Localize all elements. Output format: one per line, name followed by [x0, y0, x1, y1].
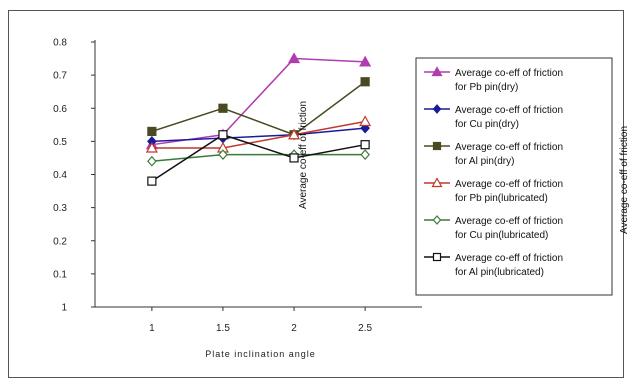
vertical-axis-label: Average co-eff of friction [298, 101, 309, 209]
data-point [147, 176, 157, 186]
y-tick-label: 0.8 [53, 38, 67, 49]
y-tick-label: 0.6 [53, 104, 67, 115]
y-tick-label: 0.2 [53, 236, 67, 247]
series-3 [147, 77, 370, 140]
data-point [359, 115, 372, 127]
legend-swatch-marker [432, 104, 442, 114]
legend-swatch-marker [432, 215, 442, 225]
legend-label: for Al pin(dry) [455, 156, 514, 167]
legend-swatch-marker [432, 141, 442, 151]
x-tick-label: 2.5 [358, 323, 372, 334]
y-tick-label: 0.4 [53, 170, 67, 181]
tick-labels: 1 0.1 0.2 0.3 0.4 0.5 0.6 0.7 0.8 1 1.5 2 2.5 [53, 38, 372, 335]
data-point [360, 149, 370, 161]
y-tick-label: 0.3 [53, 203, 67, 214]
x-axis-title: Plate inclination angle [205, 349, 316, 359]
x-tick-label: 1.5 [216, 323, 230, 334]
legend-label: Average co-eff of friction [455, 179, 563, 190]
legend-swatch-marker [431, 177, 443, 188]
data-point [289, 153, 299, 163]
legend-label: Average co-eff of friction [455, 216, 563, 227]
series-line [151, 81, 366, 136]
series-line [151, 127, 366, 143]
legend-label: Average co-eff of friction [455, 68, 563, 79]
overlay-labels: Average co-eff of friction Average co-eff… [298, 101, 630, 234]
legend-swatch-marker [432, 252, 442, 262]
chart-axes [94, 40, 422, 308]
data-point [288, 128, 301, 140]
vertical-axis-label: Average co-eff of friction [619, 126, 630, 234]
legend-label: for Cu pin(lubricated) [455, 230, 548, 241]
data-point [145, 141, 158, 153]
legend-label: for Pb pin(lubricated) [455, 193, 548, 204]
x-tick-label: 1 [149, 323, 155, 334]
data-point [360, 77, 370, 87]
legend-label: for Al pin(lubricated) [455, 267, 544, 278]
y-tick-label: 1 [61, 303, 67, 314]
x-tick-label: 2 [291, 323, 297, 334]
series-1 [145, 52, 372, 150]
legend-item: Average co-eff of friction for Al pin(dry… [424, 141, 563, 167]
legend-label: Average co-eff of friction [455, 253, 563, 264]
y-tick-label: 0.7 [53, 71, 67, 82]
series-line [151, 120, 366, 149]
legend-box [415, 57, 613, 296]
legend-label: for Pb pin(dry) [455, 82, 518, 93]
legend-label: Average co-eff of friction [455, 142, 563, 153]
series-line [151, 133, 366, 182]
legend-swatch-marker [431, 66, 443, 77]
data-point [147, 155, 157, 167]
data-point [360, 140, 370, 150]
data-point [218, 149, 228, 161]
series-4 [145, 115, 372, 153]
y-tick-label: 0.1 [53, 269, 67, 280]
y-tick-label: 0.5 [53, 137, 67, 148]
legend-item: Average co-eff of friction for Al pin(lub… [424, 252, 563, 278]
series-5 [147, 149, 370, 167]
data-point [218, 130, 228, 140]
data-point [147, 126, 157, 137]
data-point [359, 55, 372, 67]
data-point [218, 103, 228, 113]
legend-item: Average co-eff of friction for Cu pin(dry… [424, 104, 563, 130]
series-6 [147, 130, 370, 186]
legend-item: Average co-eff of friction for Pb pin(lub… [424, 177, 563, 204]
legend-label: for Cu pin(dry) [455, 119, 519, 130]
legend-item: Average co-eff of friction for Cu pin(lub… [424, 215, 563, 241]
legend: Average co-eff of friction for Pb pin(dry… [415, 57, 613, 296]
legend-label: Average co-eff of friction [455, 105, 563, 116]
legend-item: Average co-eff of friction for Pb pin(dry… [424, 66, 563, 93]
plot-area [145, 52, 372, 186]
data-point [288, 52, 301, 64]
